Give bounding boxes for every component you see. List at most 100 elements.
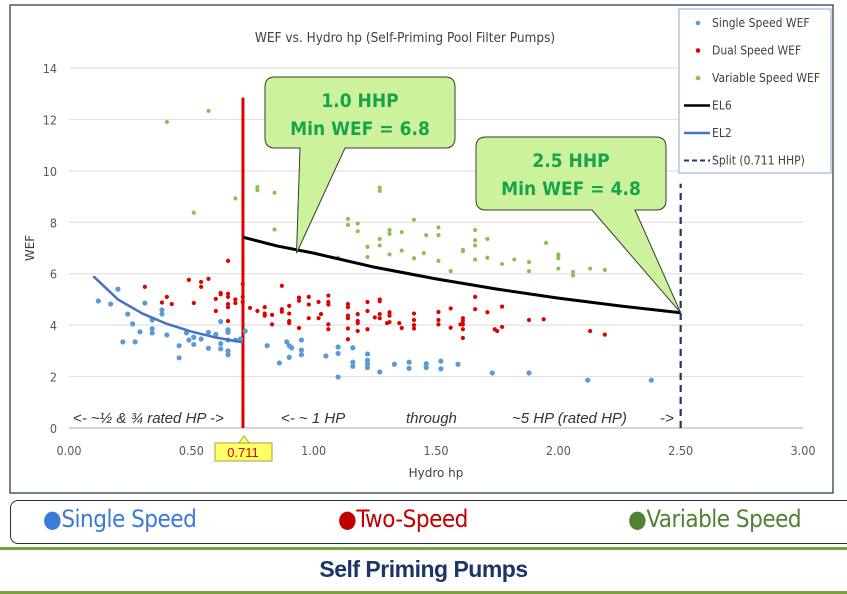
variable-speed-wef-point — [345, 222, 351, 227]
variable-speed-wef-point — [164, 119, 169, 125]
dual-speed-wef-point — [306, 294, 311, 299]
dual-speed-wef-point — [287, 320, 292, 326]
dual-speed-wef-point — [316, 316, 321, 321]
variable-speed-wef-point — [570, 273, 576, 278]
variable-speed-wef-point — [377, 185, 382, 190]
dual-speed-wef-point — [279, 309, 284, 314]
single-speed-wef-point — [489, 370, 495, 376]
dual-speed-wef-point — [269, 322, 275, 327]
y-tick-label: 4 — [50, 318, 57, 333]
dual-speed-wef-point — [345, 316, 351, 321]
legend-label: EL2 — [712, 126, 732, 140]
single-speed-wef-point — [159, 307, 165, 313]
single-speed-wef-point — [191, 341, 197, 348]
variable-speed-wef-point — [206, 108, 211, 114]
variable-speed-wef-point — [272, 190, 277, 195]
variable-speed-wef-point — [355, 229, 360, 234]
dual-speed-wef-point — [218, 292, 223, 297]
variable-speed-wef-point — [556, 256, 561, 261]
dual-speed-wef-point — [387, 310, 392, 315]
dual-speed-wef-point — [225, 305, 231, 310]
single-speed-wef-point — [284, 339, 290, 345]
dual-speed-wef-point — [213, 308, 218, 314]
y-axis-label: WEF — [23, 235, 37, 261]
single-speed-wef-point — [406, 359, 412, 365]
single-speed-wef-point — [176, 343, 182, 349]
single-speed-wef-point — [205, 345, 212, 351]
variable-speed-wef-point — [272, 227, 277, 232]
dual-speed-wef-point — [318, 311, 324, 317]
dual-speed-wef-point — [436, 309, 441, 315]
dual-speed-wef-point — [199, 279, 204, 285]
key-variable-speed: ●Variable Speed — [628, 505, 802, 533]
single-speed-wef-point — [237, 336, 243, 342]
variable-speed-wef-point — [191, 210, 196, 215]
single-speed-wef-point — [205, 329, 212, 335]
dual-speed-wef-point — [240, 281, 245, 287]
single-speed-wef-point — [423, 364, 429, 371]
dual-speed-wef-point — [365, 327, 370, 332]
single-speed-wef-point — [335, 374, 341, 380]
dual-speed-wef-point — [387, 313, 392, 318]
single-speed-wef-point — [585, 377, 591, 383]
y-tick-label: 10 — [43, 164, 57, 179]
single-speed-wef-point — [286, 354, 292, 360]
single-speed-wef-point — [130, 321, 136, 327]
key-two-speed: ●Two-Speed — [338, 505, 468, 533]
key-single-speed: ●Single Speed — [43, 505, 197, 533]
dual-speed-wef-point — [411, 311, 417, 316]
dual-speed-wef-point — [345, 305, 351, 310]
single-speed-wef-point — [364, 364, 371, 371]
dual-speed-wef-point — [191, 300, 196, 306]
dual-speed-wef-point — [316, 299, 321, 305]
single-speed-wef-point — [225, 329, 231, 335]
variable-speed-wef-point — [399, 229, 404, 235]
dual-speed-wef-point — [269, 312, 275, 317]
y-tick-label: 2 — [50, 370, 57, 385]
single-speed-wef-point — [137, 329, 143, 335]
dual-speed-wef-point — [296, 298, 302, 303]
x-tick-label: 2.50 — [668, 443, 693, 458]
single-speed-wef-point — [176, 355, 182, 361]
variable-speed-wef-point — [499, 261, 505, 267]
dual-speed-wef-point — [436, 322, 441, 327]
dual-speed-wef-point — [365, 308, 370, 314]
dual-speed-wef-point — [499, 324, 505, 330]
single-speed-wef-point — [298, 337, 305, 343]
dual-speed-wef-point — [397, 320, 402, 326]
dual-speed-wef-point — [355, 311, 360, 317]
single-speed-wef-point — [289, 345, 295, 351]
dual-speed-wef-point — [287, 303, 292, 308]
single-speed-wef-point — [391, 361, 398, 367]
dual-speed-wef-point — [287, 311, 292, 316]
dual-speed-wef-point — [355, 320, 360, 326]
dual-speed-wef-point — [526, 317, 532, 323]
legend-marker-dot — [695, 20, 701, 26]
dual-speed-wef-point — [225, 291, 231, 296]
y-tick-label: 0 — [50, 421, 57, 436]
variable-speed-wef-point — [345, 216, 351, 222]
single-speed-wef-point — [186, 337, 192, 343]
variable-speed-wef-point — [570, 269, 576, 275]
single-speed-wef-point — [335, 350, 341, 357]
single-speed-wef-point — [218, 341, 224, 347]
dual-speed-wef-point — [411, 326, 417, 331]
variable-speed-wef-point — [436, 225, 441, 230]
dual-speed-wef-point — [233, 297, 238, 302]
x-tick-label: 2.00 — [546, 443, 571, 458]
dual-speed-wef-point — [602, 332, 607, 337]
chart-legend: Single Speed WEF Dual Speed WEF Variable S… — [678, 8, 832, 174]
dual-speed-wef-point — [225, 318, 231, 324]
single-speed-wef-point — [159, 311, 165, 317]
legend-marker-dot — [695, 75, 701, 81]
dual-speed-wef-point — [460, 322, 466, 327]
variable-speed-wef-point — [460, 248, 466, 254]
dual-speed-wef-point — [411, 317, 417, 323]
callout-bubble — [264, 76, 456, 254]
dual-speed-wef-point — [460, 335, 466, 341]
legend-entry: EL6 — [684, 99, 732, 113]
variable-speed-wef-point — [377, 236, 382, 242]
single-speed-wef-point — [423, 361, 429, 367]
dual-speed-wef-point — [247, 305, 253, 311]
legend-marker-dot — [695, 48, 701, 53]
